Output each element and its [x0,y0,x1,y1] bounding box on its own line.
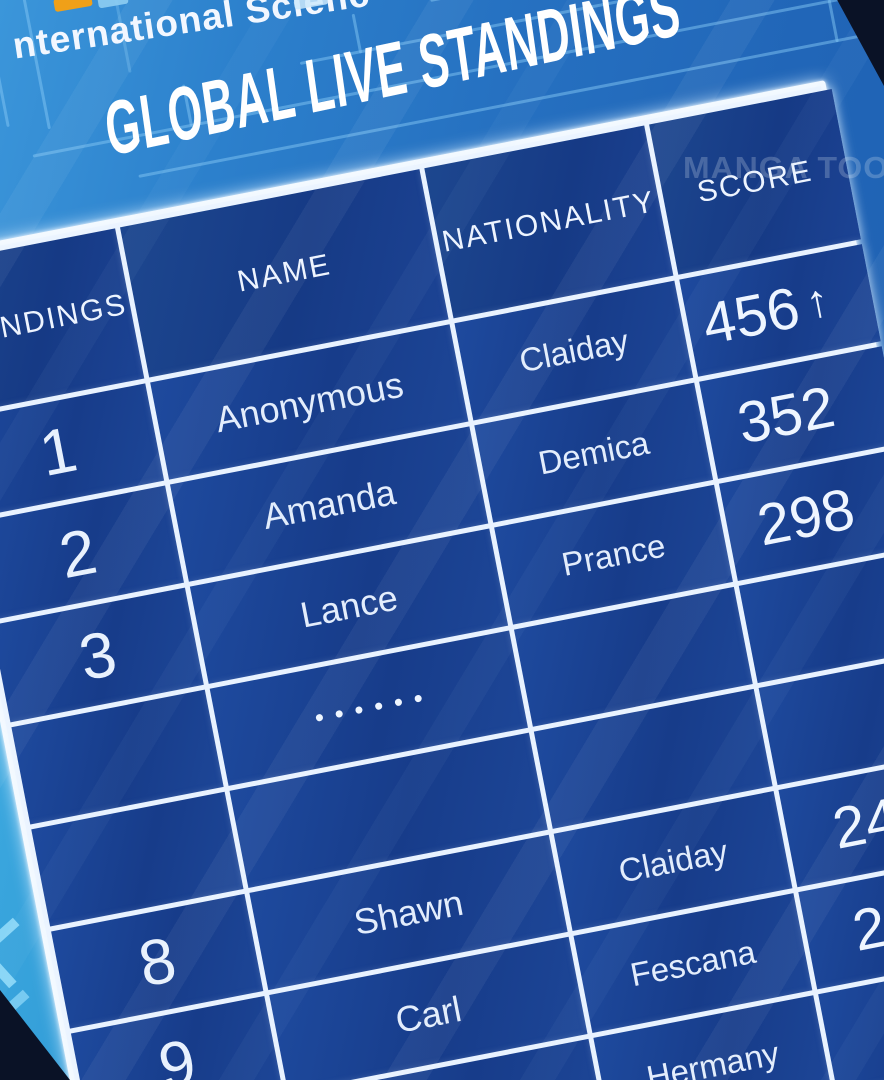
circuit-line [0,8,10,128]
score-value: 20 [847,887,884,964]
logo-fragment-blue [97,0,129,9]
standings-table: STANDINGS NAME NATIONALITY SCORE 1 Anony… [0,80,884,1080]
circuit-line [827,0,839,43]
score-value: 456 [697,274,805,358]
mangatoon-watermark: MANGA TOON [683,150,884,185]
up-arrow-icon: ↑ [800,272,834,328]
logo-fragment-orange [53,0,93,13]
score-value: 24 [827,785,884,862]
score-value: 298 [752,476,860,559]
score-value: 352 [732,374,840,457]
